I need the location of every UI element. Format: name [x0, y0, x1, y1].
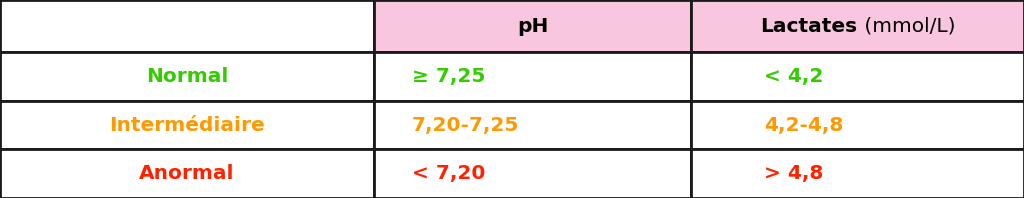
Text: ≥ 7,25: ≥ 7,25 [412, 67, 485, 86]
Text: (mmol/L): (mmol/L) [858, 17, 955, 36]
Text: Lactates: Lactates [761, 17, 858, 36]
Bar [0, 149, 374, 198]
Text: > 4,8: > 4,8 [764, 164, 823, 183]
Text: Intermédiaire: Intermédiaire [109, 116, 265, 135]
Bar [374, 52, 691, 101]
Bar [691, 101, 1024, 149]
Bar [374, 0, 691, 52]
Bar [374, 101, 691, 149]
Bar [0, 0, 374, 52]
Bar [691, 149, 1024, 198]
Text: 4,2-4,8: 4,2-4,8 [764, 116, 844, 135]
Bar [691, 52, 1024, 101]
Text: 7,20-7,25: 7,20-7,25 [412, 116, 519, 135]
Text: pH: pH [517, 17, 548, 36]
Text: < 7,20: < 7,20 [412, 164, 485, 183]
Bar [0, 52, 374, 101]
Text: < 4,2: < 4,2 [764, 67, 823, 86]
Bar [691, 0, 1024, 52]
Text: Normal: Normal [145, 67, 228, 86]
Bar [374, 149, 691, 198]
Text: Anormal: Anormal [139, 164, 234, 183]
Bar [0, 101, 374, 149]
